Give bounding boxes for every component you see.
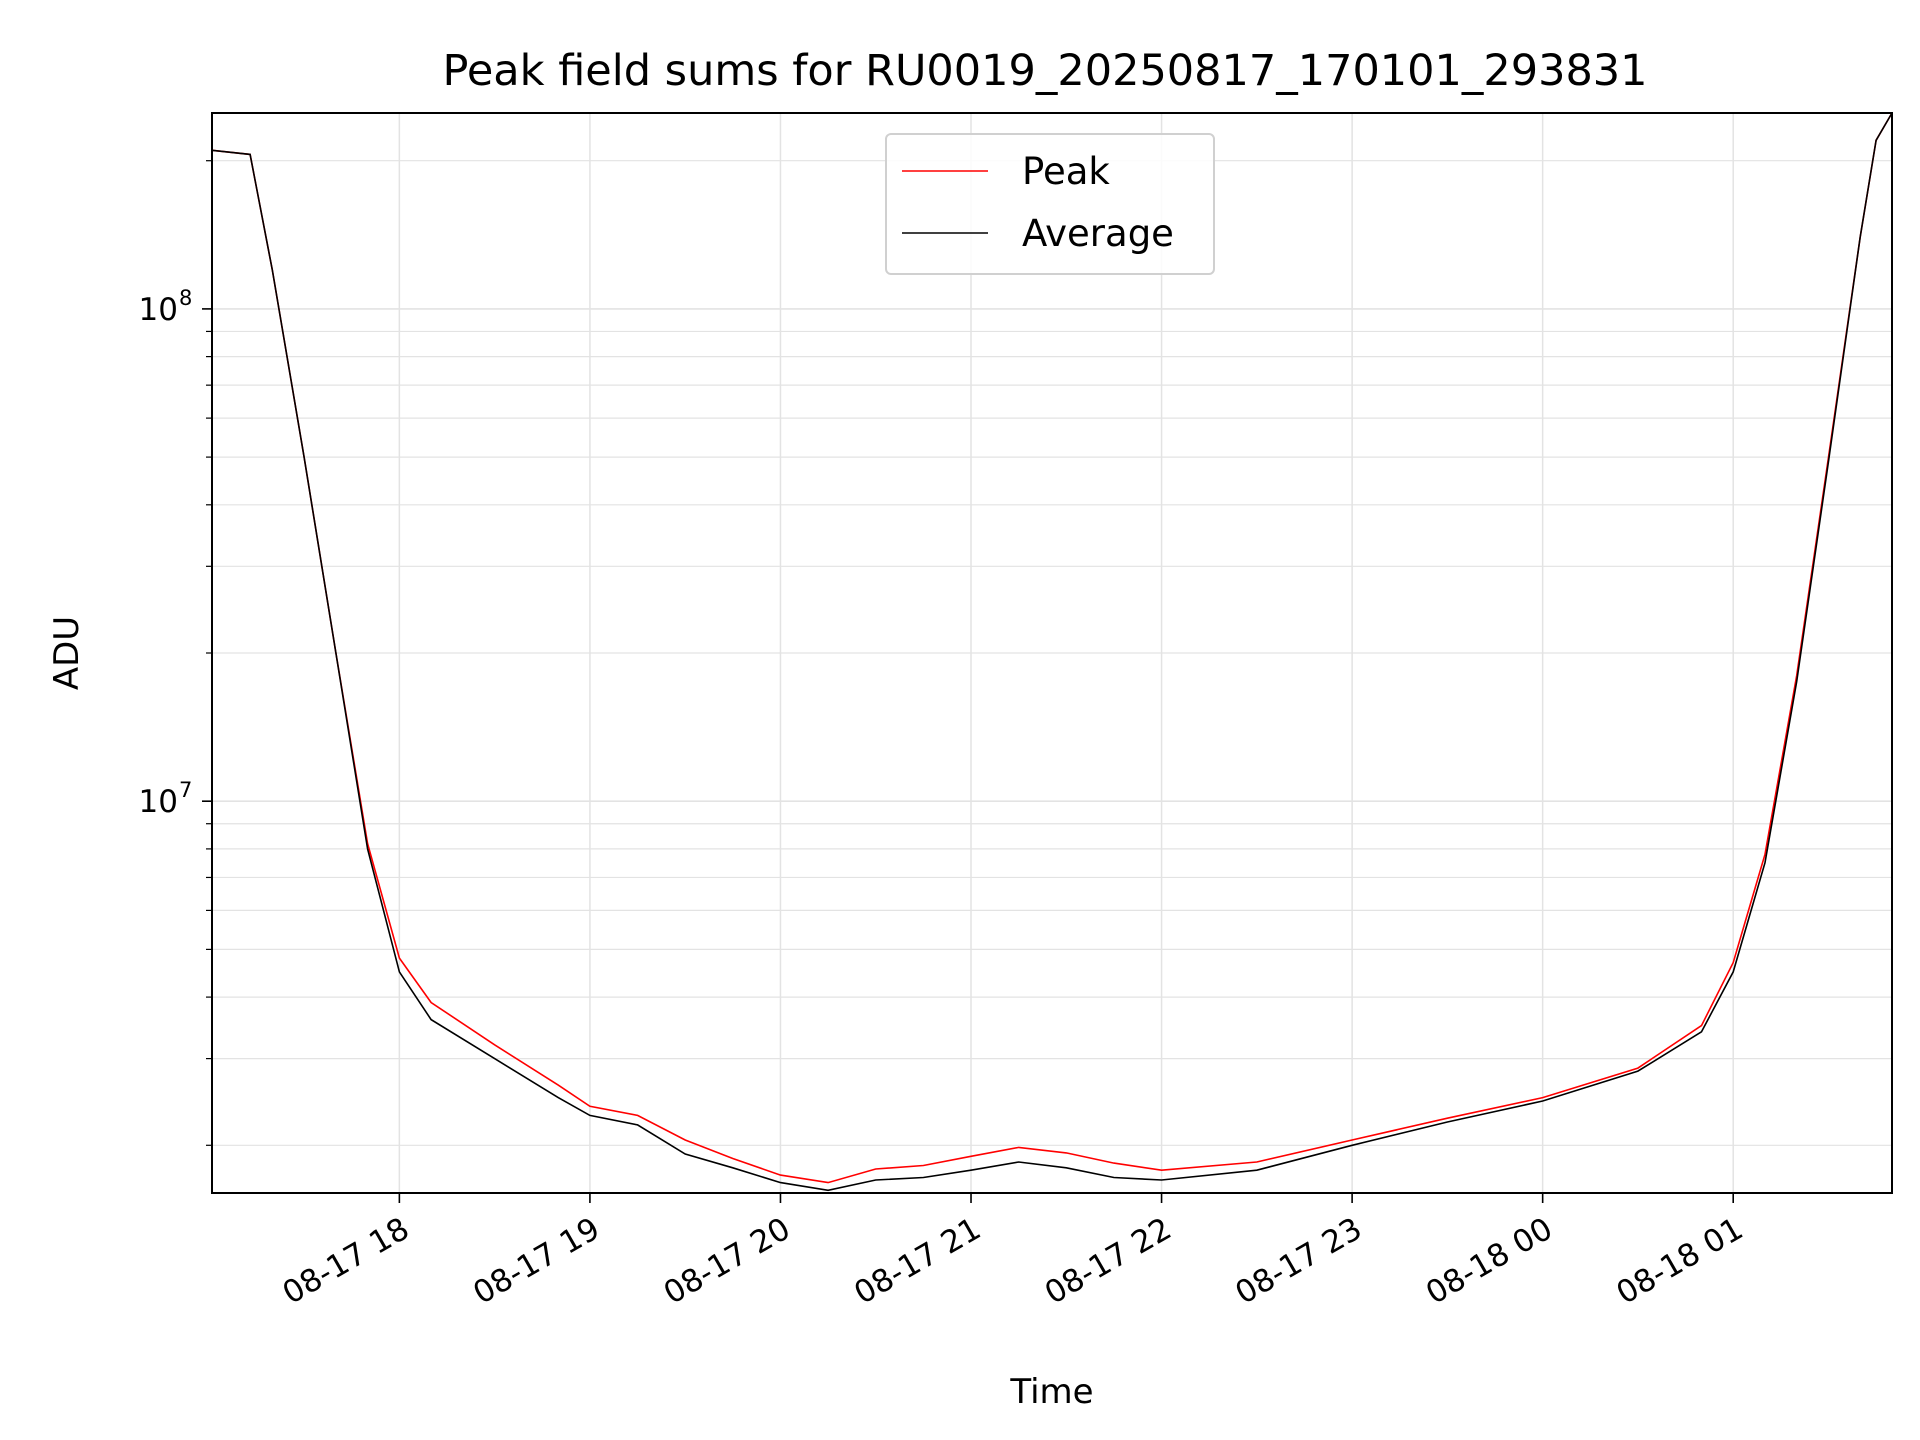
- grid: [212, 113, 1892, 1193]
- y-tick-label: 10 8: [139, 286, 193, 328]
- y-tick-label: 10 7: [139, 778, 193, 820]
- y-axis-label: ADU: [47, 616, 87, 690]
- y-tick-label-exponent: 7: [179, 778, 192, 802]
- y-tick-label-exponent: 8: [179, 286, 192, 310]
- series-lines: [211, 112, 1893, 1192]
- legend: Peak Average: [885, 133, 1215, 275]
- series-line-peak: [211, 112, 1893, 1184]
- y-tick-label-base: 10: [139, 784, 178, 820]
- legend-label-average: Average: [1022, 212, 1174, 255]
- chart-title: Peak field sums for RU0019_20250817_1701…: [442, 46, 1647, 96]
- series-line-average: [211, 112, 1893, 1192]
- x-axis-label: Time: [1009, 1372, 1093, 1412]
- y-tick-label-base: 10: [139, 292, 178, 328]
- legend-box: [885, 133, 1215, 275]
- legend-label-peak: Peak: [1022, 150, 1110, 193]
